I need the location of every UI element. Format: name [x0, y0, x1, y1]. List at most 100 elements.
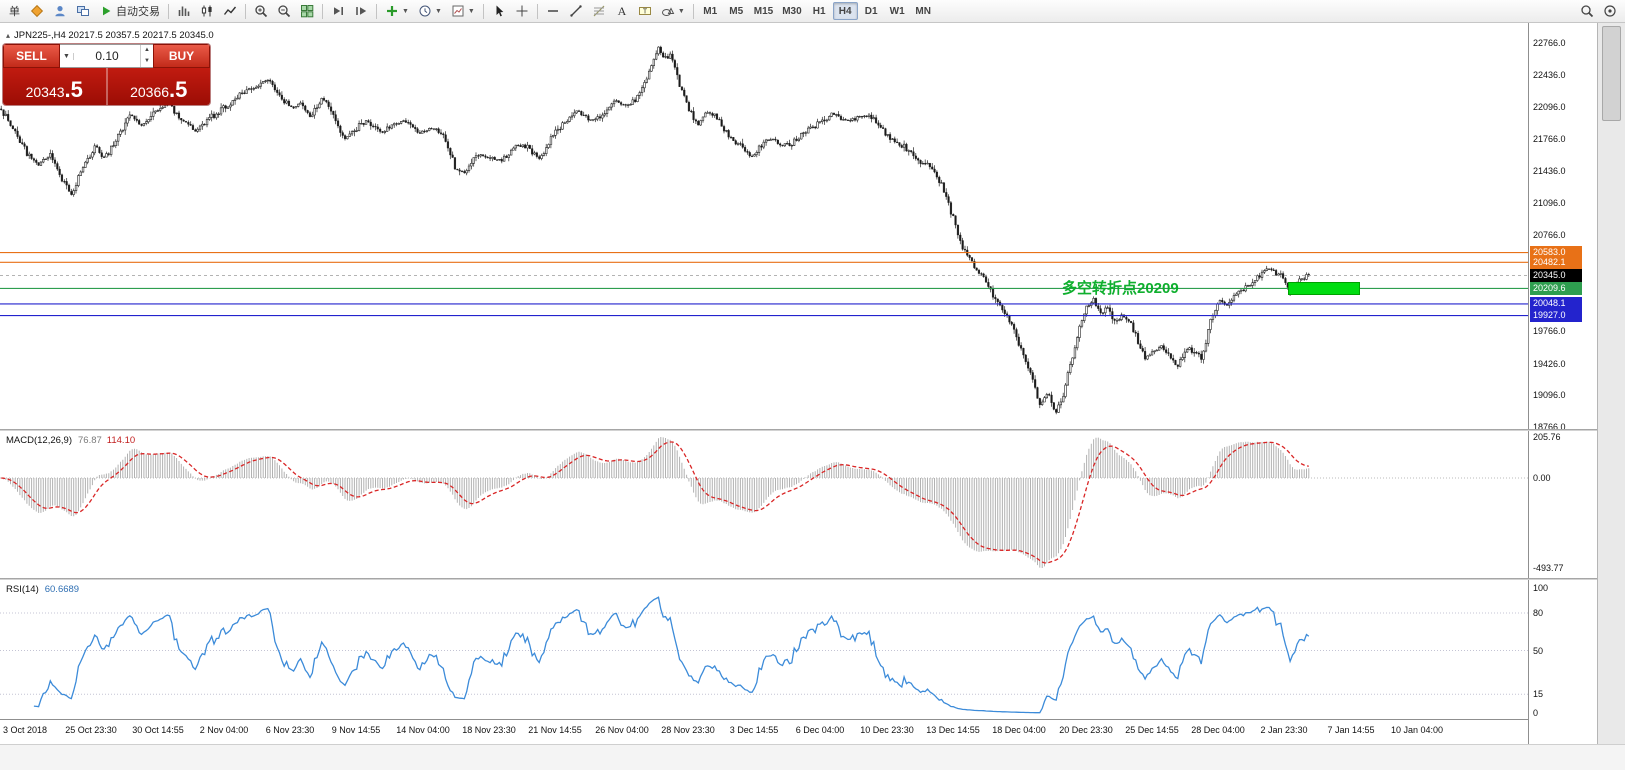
play-icon — [99, 4, 113, 18]
rsi-value: 60.6689 — [44, 584, 80, 595]
bid-ask-display: 20343.5 20366.5 — [3, 68, 210, 105]
time-label: 14 Nov 04:00 — [396, 725, 450, 735]
annotation-text[interactable]: 多空转折点20209 — [1062, 280, 1179, 297]
new-order-button[interactable]: 单 — [4, 2, 25, 21]
price-chart-panel[interactable]: ▴ JPN225-,H4 20217.5 20357.5 20217.5 203… — [0, 23, 1528, 429]
toolbar-separator — [536, 3, 538, 19]
shapes-icon — [661, 4, 675, 18]
rsi-scale-label: 100 — [1533, 583, 1549, 593]
indicators-button-dropdown-icon[interactable]: ▼ — [402, 7, 409, 15]
chart-windows-icon[interactable] — [72, 2, 94, 21]
panel-separator-macd[interactable] — [0, 429, 1597, 431]
price-tick: 22436.0 — [1533, 70, 1566, 80]
periods-button-dropdown-icon[interactable]: ▼ — [434, 7, 442, 15]
profile-icon-button[interactable] — [49, 2, 71, 21]
time-label: 18 Nov 23:30 — [462, 725, 516, 735]
macd-value-main: 76.87 — [78, 435, 102, 446]
zoom-out-button[interactable] — [273, 2, 295, 21]
time-label: 28 Nov 23:30 — [661, 725, 715, 735]
macd-label: MACD(12,26,9) 76.87 114.10 — [6, 435, 135, 446]
price-tick: 21766.0 — [1533, 134, 1566, 144]
volume-dropdown-icon[interactable]: ▼ — [60, 52, 74, 60]
timeframe-d1[interactable]: D1 — [864, 5, 878, 17]
fibo-icon — [592, 4, 606, 18]
line-chart-button[interactable] — [219, 2, 241, 21]
metaquotes-icon[interactable] — [26, 2, 48, 21]
rsi-label: RSI(14) 60.6689 — [6, 584, 79, 595]
label-button[interactable]: T — [634, 2, 656, 21]
timeframe-h4[interactable]: H4 — [832, 2, 858, 20]
rsi-chart[interactable] — [0, 580, 1528, 718]
timeframe-m1[interactable]: M1 — [703, 5, 718, 17]
shapes-button[interactable]: ▼ — [657, 2, 689, 21]
timeframe-w1[interactable]: W1 — [889, 5, 905, 17]
time-label: 6 Nov 23:30 — [265, 725, 315, 735]
community-button[interactable] — [1599, 2, 1621, 21]
template-icon — [451, 4, 465, 18]
highlight-rectangle[interactable] — [1288, 282, 1360, 295]
tile-icon — [300, 4, 314, 18]
rsi-scale-label: 50 — [1533, 646, 1544, 656]
buy-button[interactable]: BUY — [153, 44, 210, 68]
buy-price[interactable]: 20366.5 — [108, 68, 211, 105]
volume-spinner[interactable]: ▲ ▼ — [140, 45, 153, 67]
time-label: 6 Dec 04:00 — [795, 725, 845, 735]
price-scale[interactable]: 22766.0 22436.0 22096.0 21766.0 21436.0 21096… — [1528, 23, 1597, 744]
volume-field[interactable]: ▼ 0.10 ▲ ▼ — [60, 44, 153, 68]
time-axis[interactable]: 3 Oct 2018 25 Oct 23:30 30 Oct 14:55 2 Nov … — [0, 719, 1528, 744]
scrollbar-thumb[interactable] — [1602, 26, 1621, 121]
toolbar-separator — [482, 3, 484, 19]
search-button[interactable] — [1576, 2, 1598, 21]
svg-text:A: A — [617, 4, 626, 18]
timeframe-m15[interactable]: M15 — [753, 5, 774, 17]
text-button[interactable]: A — [611, 2, 633, 21]
cursor-button[interactable] — [488, 2, 510, 21]
timeframe-mn[interactable]: MN — [915, 5, 931, 17]
price-tick: 21436.0 — [1533, 166, 1566, 176]
time-label: 25 Oct 23:30 — [65, 725, 117, 735]
auto-scroll-button[interactable] — [327, 2, 349, 21]
spinner-down-icon[interactable]: ▼ — [144, 58, 150, 64]
panel-separator-rsi[interactable] — [0, 578, 1597, 580]
timeframe-m5[interactable]: M5 — [729, 5, 744, 17]
time-label: 3 Oct 2018 — [2, 725, 48, 735]
shapes-button-dropdown-icon[interactable]: ▼ — [677, 7, 685, 15]
time-label: 10 Dec 23:30 — [860, 725, 914, 735]
time-label: 3 Dec 14:55 — [729, 725, 779, 735]
zoomout-icon — [277, 4, 291, 18]
toolbar: 单 自动交易 ▼ ▼ ▼ A T ▼ M1 M5 M15 M30 H1 H4 D1 W1 MN — [0, 0, 1625, 23]
candlestick-chart-button[interactable] — [196, 2, 218, 21]
trendline-button[interactable] — [565, 2, 587, 21]
time-label: 26 Nov 04:00 — [595, 725, 649, 735]
macd-chart[interactable] — [0, 431, 1528, 578]
rsi-panel[interactable]: RSI(14) 60.6689 — [0, 580, 1528, 718]
autotrading-button[interactable]: 自动交易 — [95, 2, 164, 21]
chart-shift-button[interactable] — [350, 2, 372, 21]
timeframe-m30[interactable]: M30 — [782, 5, 802, 17]
periods-button[interactable]: ▼ — [414, 2, 446, 21]
crosshair-button[interactable] — [511, 2, 533, 21]
indicators-button[interactable]: ▼ — [381, 2, 413, 21]
horizontal-line-button[interactable] — [542, 2, 564, 21]
time-label: 2 Jan 23:30 — [1260, 725, 1308, 735]
zoom-in-button[interactable] — [250, 2, 272, 21]
candlestick-chart[interactable] — [0, 23, 1528, 429]
symbol-icon: ▴ — [6, 31, 11, 40]
templates-button[interactable]: ▼ — [447, 2, 479, 21]
bar-chart-button[interactable] — [173, 2, 195, 21]
rsi-scale-label: 15 — [1533, 689, 1544, 699]
templates-button-dropdown-icon[interactable]: ▼ — [467, 7, 475, 15]
sell-price[interactable]: 20343.5 — [3, 68, 106, 105]
macd-panel[interactable]: MACD(12,26,9) 76.87 114.10 — [0, 431, 1528, 578]
vertical-scrollbar[interactable] — [1597, 23, 1625, 744]
symbol-ohlc-label: JPN225-,H4 20217.5 20357.5 20217.5 20345… — [14, 30, 214, 41]
sell-button[interactable]: SELL — [3, 44, 60, 68]
spinner-up-icon[interactable]: ▲ — [144, 47, 150, 53]
fibonacci-button[interactable] — [588, 2, 610, 21]
tile-windows-button[interactable] — [296, 2, 318, 21]
macd-signal-line — [1, 441, 1309, 564]
bull-candles — [4, 46, 1308, 413]
timeframe-h1[interactable]: H1 — [812, 5, 826, 17]
macd-value-signal: 114.10 — [106, 435, 136, 446]
one-click-trading-panel: SELL ▼ 0.10 ▲ ▼ BUY 20343.5 20366.5 — [3, 44, 210, 105]
